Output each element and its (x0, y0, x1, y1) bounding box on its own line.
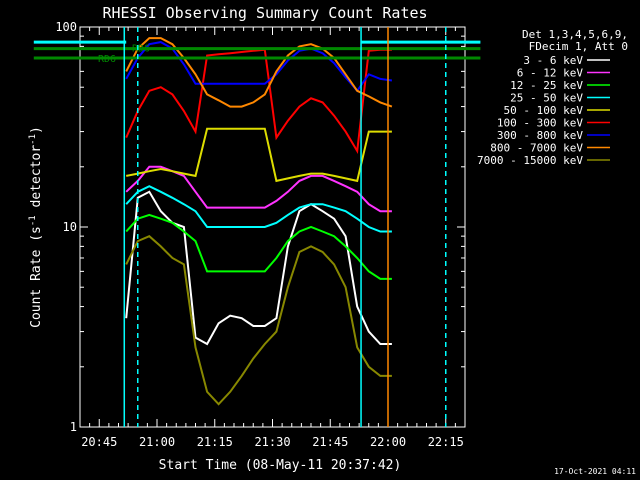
y-tick-label: 1 (70, 420, 77, 434)
legend-label: 12 - 25 keV (510, 79, 583, 92)
y-axis-label-mid: detector (29, 145, 44, 216)
series-line-8 (125, 37, 393, 108)
y-axis-label-sup1: -1 (28, 215, 38, 226)
x-tick-label: 21:15 (197, 435, 233, 449)
legend-header-2: FDecim 1, Att 0 (529, 40, 628, 53)
legend-label: 6 - 12 keV (517, 67, 584, 80)
x-tick-label: 22:00 (370, 435, 406, 449)
legend-header-1: Det 1,3,4,5,6,9, (522, 28, 628, 41)
chart-title: RHESSI Observing Summary Count Rates (102, 4, 427, 22)
y-tick-label: 10 (63, 220, 77, 234)
legend-label: 300 - 800 keV (497, 129, 583, 142)
ref-line-label: RD6 (98, 54, 116, 65)
legend-label: 100 - 300 keV (497, 117, 583, 130)
x-tick-label: 22:15 (428, 435, 464, 449)
x-axis-label: Start Time (08-May-11 20:37:42) (159, 458, 402, 473)
x-tick-label: 20:45 (81, 435, 117, 449)
y-axis-label-sup2: -1 (28, 134, 38, 145)
x-tick-label: 21:30 (254, 435, 290, 449)
y-tick-label: 100 (55, 20, 77, 34)
x-tick-label: 21:45 (312, 435, 348, 449)
series-line-6 (125, 48, 392, 155)
x-tick-label: 21:00 (139, 435, 175, 449)
series-line-5 (126, 127, 392, 183)
legend-label: 7000 - 15000 keV (477, 154, 583, 167)
legend-label: 50 - 100 keV (504, 104, 584, 117)
y-axis-label-end: ) (29, 126, 44, 134)
series-line-9 (125, 235, 392, 406)
legend-label: 800 - 7000 keV (490, 142, 583, 155)
series-line-2 (125, 165, 392, 213)
legend-label: 3 - 6 keV (523, 54, 583, 67)
y-axis-label-main: Count Rate (s (29, 226, 44, 328)
timestamp: 17-Oct-2021 04:11 (554, 467, 636, 476)
legend-label: 25 - 50 keV (510, 92, 583, 105)
series-line-3 (125, 213, 392, 280)
ref-line-label: RD6 (132, 44, 150, 55)
y-axis-label: Count Rate (s-1 detector-1) (28, 126, 44, 328)
series-line-4 (125, 185, 392, 233)
